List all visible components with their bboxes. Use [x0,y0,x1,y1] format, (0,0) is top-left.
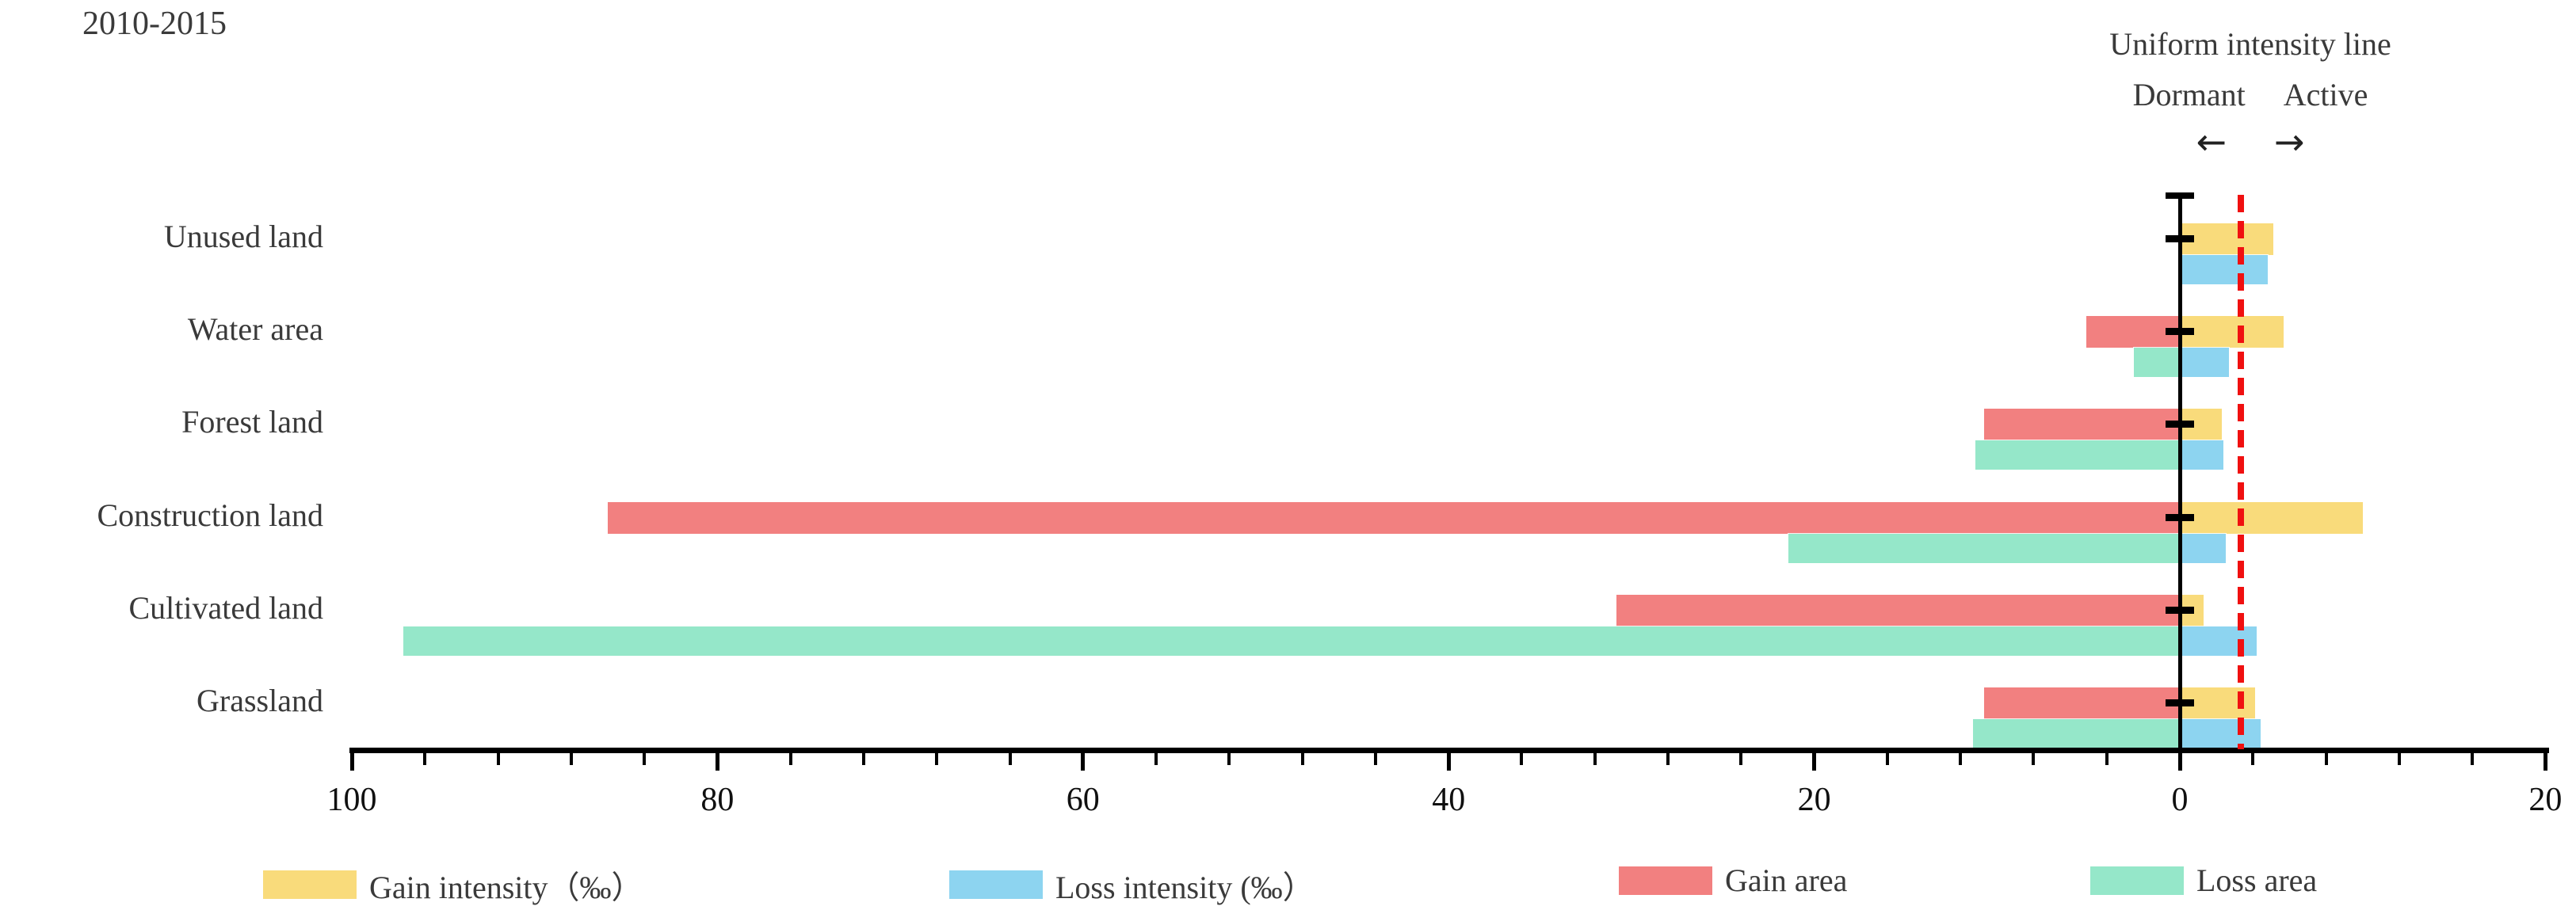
x-major-tick [2543,753,2547,771]
x-minor-tick [643,753,647,765]
category-label: Water area [187,311,323,348]
x-major-tick [715,753,719,771]
bar-gain-area [1616,593,2181,627]
x-minor-tick [569,753,573,765]
x-major-tick [1446,753,1451,771]
x-minor-tick [1300,753,1304,765]
x-tick-label: 20 [2528,782,2563,818]
legend-item-gain-area: Gain area [1619,862,1847,899]
bar-loss-intensity [2178,347,2231,379]
x-minor-tick [2032,753,2036,765]
x-minor-tick [1739,753,1743,765]
x-minor-tick [2397,753,2401,765]
x-minor-tick [1666,753,1670,765]
x-major-tick [2177,753,2182,771]
category-label: Grassland [197,683,323,718]
bar-loss-area [1974,440,2181,471]
x-minor-tick [788,753,792,765]
legend-label: Gain intensity（‰） [369,870,643,905]
x-minor-tick [1154,753,1158,765]
loss-intensity-swatch [949,870,1043,899]
gain-intensity-swatch [263,870,357,899]
legend-item-loss-area: Loss area [2090,862,2317,899]
bar-gain-area [606,501,2181,535]
bar-gain-area [2086,315,2181,349]
x-minor-tick [2471,753,2475,765]
x-tick-label: 100 [326,782,377,818]
x-minor-tick [1227,753,1231,765]
x-tick-label: 20 [1797,782,1831,818]
x-tick-label: 80 [700,782,735,818]
gain-area-swatch [1619,866,1712,895]
right-arrow-icon: → [2274,120,2305,163]
chart-title: 2010-2015 [82,6,227,42]
x-minor-tick [2251,753,2255,765]
x-minor-tick [423,753,427,765]
y-axis-top-cap [2166,192,2194,199]
bar-loss-intensity [2179,532,2227,564]
legend-label: Loss area [2196,862,2318,898]
bar-gain-intensity [2179,223,2274,256]
bar-loss-area [2133,347,2181,379]
bar-loss-area [1788,532,2181,564]
category-label: Unused land [163,219,323,254]
left-arrow-icon: ← [2196,120,2227,163]
x-minor-tick [2105,753,2109,765]
x-minor-tick [1959,753,1963,765]
bar-loss-intensity [2179,625,2257,657]
y-axis-line [2178,192,2182,751]
dormant-label: Dormant [2132,77,2246,112]
legend-label: Gain area [1725,862,1848,898]
uniform-intensity-dashed-line [2238,195,2244,749]
category-label: Forest land [181,404,323,440]
x-tick-label: 60 [1066,782,1100,818]
x-minor-tick [1593,753,1597,765]
direction-arrows: ← → [2052,120,2448,163]
x-major-tick [1812,753,1817,771]
x-minor-tick [1520,753,1524,765]
bar-loss-area [1972,718,2181,749]
bar-loss-intensity [2179,254,2269,285]
x-major-tick [349,753,354,771]
x-major-tick [1081,753,1086,771]
category-label: Cultivated land [128,589,323,626]
x-axis-line [349,748,2549,753]
bar-loss-intensity [2178,440,2225,471]
x-tick-label: 0 [2171,782,2189,818]
x-minor-tick [861,753,865,765]
bar-gain-area [1983,687,2181,720]
x-minor-tick [935,753,939,765]
loss-area-swatch [2090,866,2184,895]
x-tick-label: 40 [1432,782,1466,818]
bar-gain-intensity [2179,501,2364,535]
x-minor-tick [1885,753,1889,765]
uniform-intensity-line-label: Uniform intensity line [2109,26,2391,62]
x-minor-tick [1373,753,1377,765]
dormant-active-labels: Dormant Active [2052,76,2448,113]
bar-loss-area [402,625,2181,657]
bar-gain-area [1983,408,2181,442]
x-minor-tick [496,753,500,765]
active-label: Active [2283,77,2368,112]
legend-label: Loss intensity (‰） [1055,870,1315,905]
category-label: Construction land [97,497,323,533]
bar-loss-intensity [2179,718,2261,749]
x-minor-tick [2324,753,2328,765]
legend-item-loss-intensity: Loss intensity (‰） [949,862,1315,908]
legend-item-gain-intensity: Gain intensity（‰） [263,862,643,908]
bar-gain-intensity [2178,315,2285,349]
x-minor-tick [1008,753,1012,765]
